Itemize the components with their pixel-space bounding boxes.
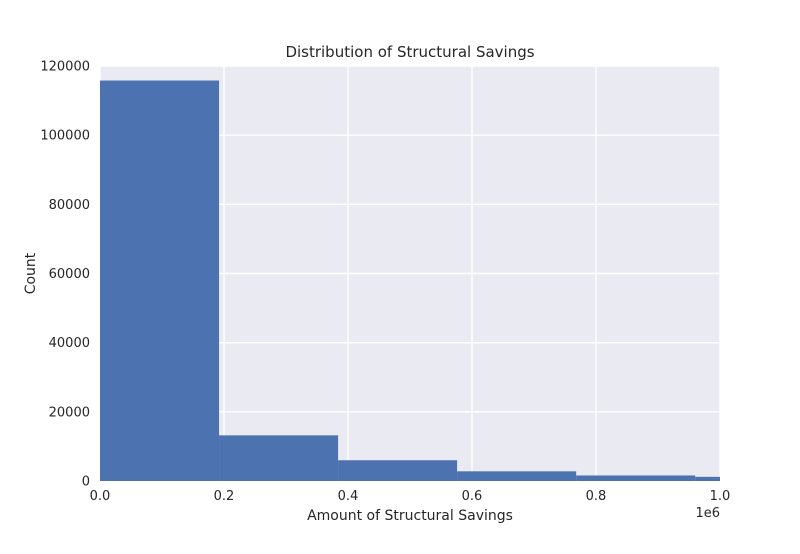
y-axis-label: Count xyxy=(23,252,39,294)
y-tick-label: 0 xyxy=(82,475,90,490)
histogram-bar xyxy=(576,475,696,481)
histogram-bar xyxy=(100,80,220,482)
x-axis-label: Amount of Structural Savings xyxy=(307,508,513,524)
x-tick-label: 0.2 xyxy=(214,489,235,504)
x-tick-label: 0.4 xyxy=(338,489,359,504)
histogram-bar xyxy=(338,460,458,481)
y-tick-label: 20000 xyxy=(49,405,90,420)
histogram-bar xyxy=(457,471,577,481)
histogram-bar xyxy=(219,435,339,481)
y-tick-label: 60000 xyxy=(49,267,90,282)
y-tick-label: 120000 xyxy=(40,60,90,75)
x-tick-label: 0.6 xyxy=(462,489,483,504)
y-tick-label: 40000 xyxy=(49,336,90,351)
x-tick-label: 1.0 xyxy=(710,489,731,504)
x-axis-offset-text: 1e6 xyxy=(695,506,720,521)
x-tick-label: 0.8 xyxy=(586,489,607,504)
histogram-bar xyxy=(695,476,720,481)
chart-title: Distribution of Structural Savings xyxy=(285,43,534,61)
y-tick-label: 100000 xyxy=(40,129,90,144)
x-tick-label: 0.0 xyxy=(90,489,111,504)
y-tick-label: 80000 xyxy=(49,198,90,213)
